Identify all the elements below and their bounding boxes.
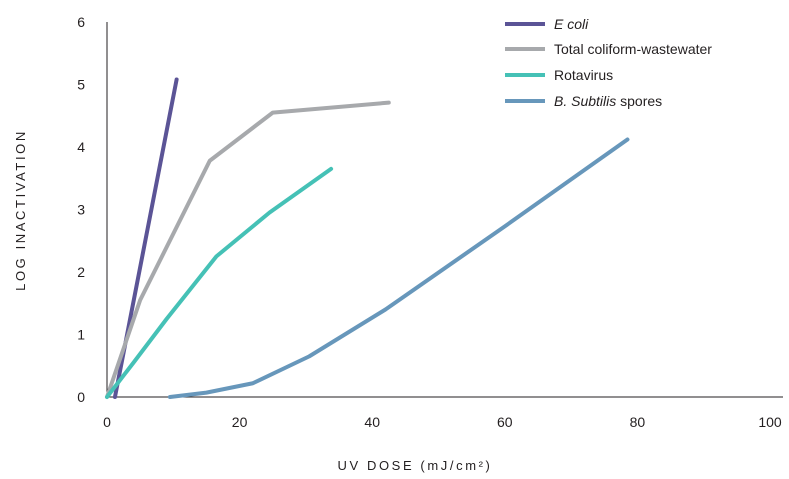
y-tick-label: 5 [77,77,85,93]
series-line-total-coliform [105,100,391,399]
y-tick-label: 6 [77,14,85,30]
legend-label-b-subtilis-rest: spores [616,93,662,109]
series-line-rotavirus [105,166,334,399]
y-tick-label: 2 [77,264,85,280]
x-tick-label: 80 [630,414,646,430]
x-tick-label: 60 [497,414,513,430]
y-tick-label: 3 [77,202,85,218]
legend: E coli Total coliform-wastewater Rotavir… [505,16,712,109]
legend-label-b-subtilis: B. Subtilis spores [554,93,662,109]
series-lines [105,77,630,399]
x-tick-label: 40 [364,414,380,430]
series-line-b-subtilis [167,137,630,399]
y-ticks: 0 1 2 3 4 5 6 [77,14,85,405]
x-ticks: 0 20 40 60 80 100 [103,414,782,430]
y-axis-title: LOG INACTIVATION [13,129,28,291]
x-tick-label: 20 [232,414,248,430]
x-axis-title: UV DOSE (mJ/cm²) [338,458,493,473]
y-tick-label: 4 [77,139,85,155]
legend-label-b-subtilis-italic: B. Subtilis [554,93,616,109]
y-tick-label: 1 [77,327,85,343]
y-tick-label: 0 [77,389,85,405]
x-tick-label: 100 [758,414,782,430]
x-tick-label: 0 [103,414,111,430]
legend-label-e-coli: E coli [554,16,589,32]
legend-label-rotavirus: Rotavirus [554,67,613,83]
legend-label-total-coliform: Total coliform-wastewater [554,41,712,57]
